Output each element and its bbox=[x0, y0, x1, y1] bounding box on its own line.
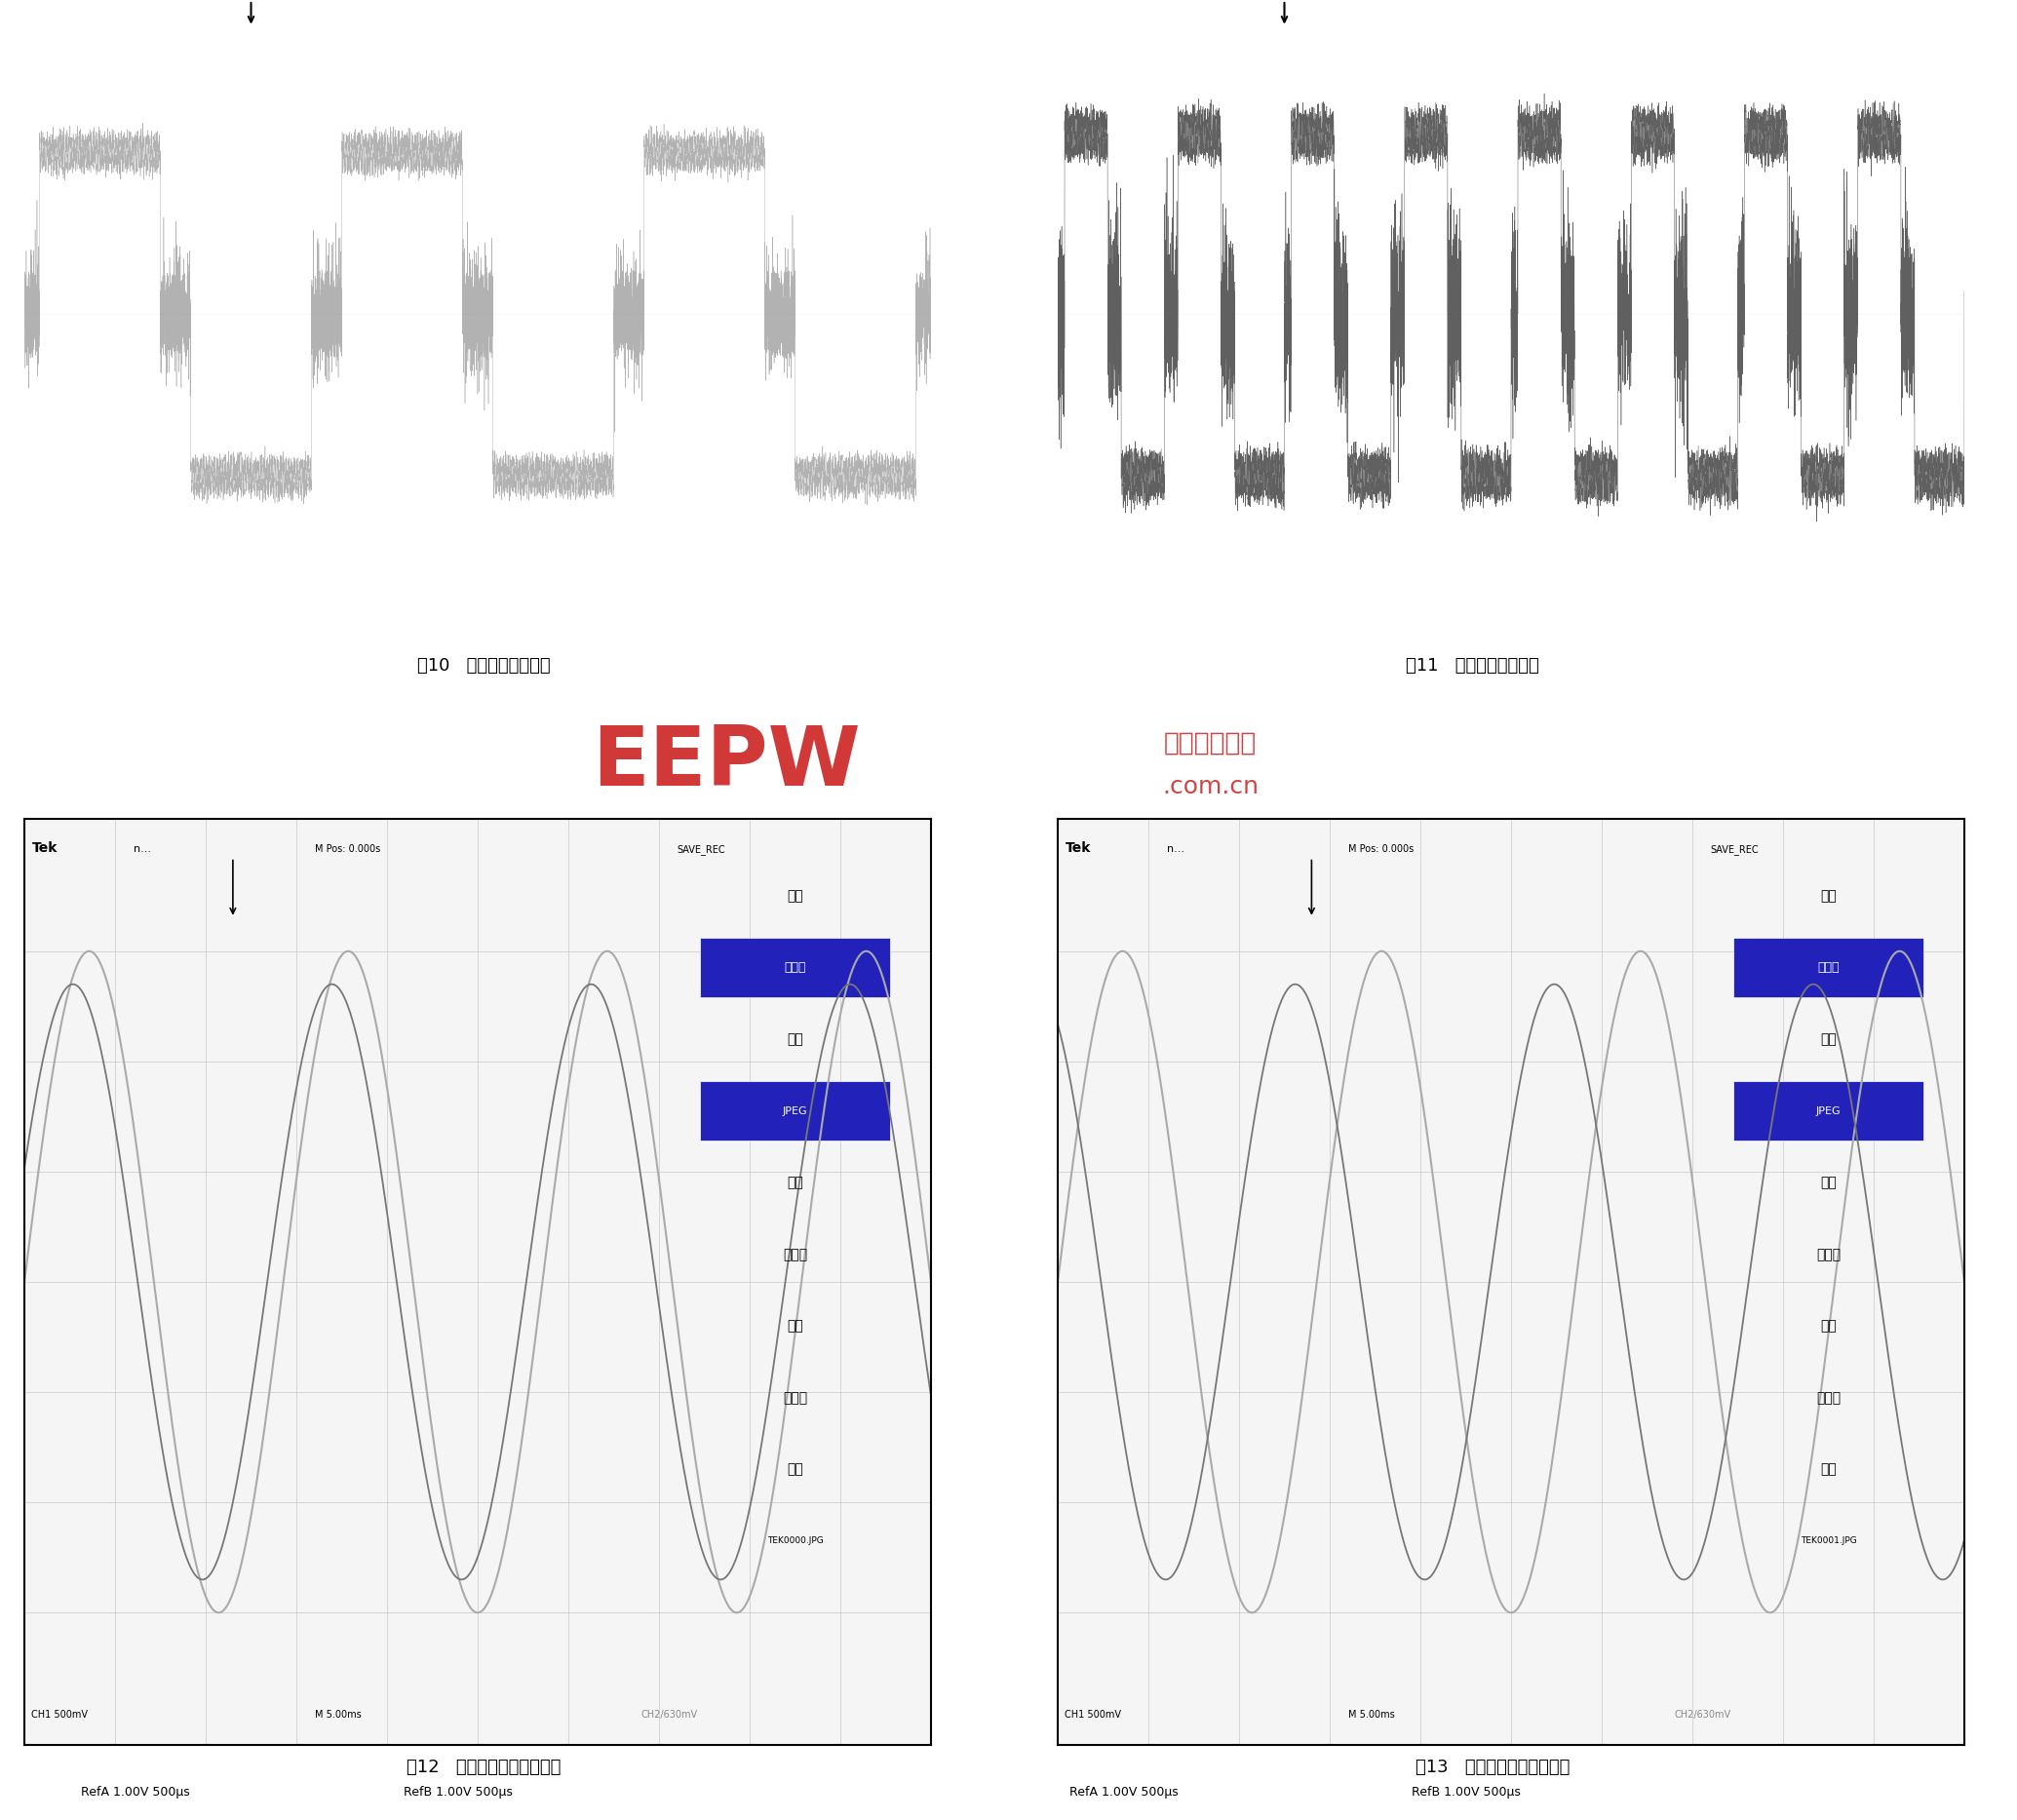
Text: TEK0001.JPG: TEK0001.JPG bbox=[1801, 1536, 1856, 1545]
Text: 電子產品世界: 電子產品世界 bbox=[1164, 732, 1257, 757]
Text: 图13   滤波后的相电压波形图: 图13 滤波后的相电压波形图 bbox=[1416, 1758, 1569, 1776]
FancyBboxPatch shape bbox=[1733, 937, 1924, 997]
Text: M 5.00ms: M 5.00ms bbox=[315, 1709, 361, 1720]
Text: RefA 1.00V 500μs: RefA 1.00V 500μs bbox=[1069, 1785, 1178, 1798]
Text: TEK0000.JPG: TEK0000.JPG bbox=[766, 1536, 823, 1545]
Text: RefB 1.00V 500μs: RefB 1.00V 500μs bbox=[403, 1785, 512, 1798]
Text: CH2/630mV: CH2/630mV bbox=[641, 1709, 698, 1720]
Text: 文件夹: 文件夹 bbox=[783, 1390, 807, 1405]
Text: M 5.00ms: M 5.00ms bbox=[1347, 1709, 1394, 1720]
FancyBboxPatch shape bbox=[700, 1081, 889, 1141]
Text: SAVE_REC: SAVE_REC bbox=[678, 844, 726, 855]
Text: n...: n... bbox=[133, 844, 151, 854]
Text: .com.cn: .com.cn bbox=[1162, 775, 1259, 799]
Text: Tek: Tek bbox=[32, 841, 56, 855]
Text: RefA 1.00V 500μs: RefA 1.00V 500μs bbox=[81, 1785, 190, 1798]
Text: 格式: 格式 bbox=[1819, 1032, 1837, 1046]
Text: 动作: 动作 bbox=[1819, 890, 1837, 903]
Text: 存图像: 存图像 bbox=[785, 961, 807, 974]
Text: JPEG: JPEG bbox=[783, 1107, 807, 1116]
Text: CH2/630mV: CH2/630mV bbox=[1674, 1709, 1731, 1720]
Text: 图12   滤波后的线电压波形图: 图12 滤波后的线电压波形图 bbox=[407, 1758, 561, 1776]
Text: 选择: 选择 bbox=[1819, 1320, 1837, 1332]
Text: 动作: 动作 bbox=[787, 890, 803, 903]
Text: 关于: 关于 bbox=[787, 1176, 803, 1190]
Text: 存图像: 存图像 bbox=[783, 1247, 807, 1261]
Text: 储存: 储存 bbox=[1819, 1463, 1837, 1476]
Text: CH1 500mV: CH1 500mV bbox=[32, 1709, 89, 1720]
Text: JPEG: JPEG bbox=[1815, 1107, 1842, 1116]
Text: 图11   滤波前相电压波形: 图11 滤波前相电压波形 bbox=[1406, 657, 1539, 675]
FancyBboxPatch shape bbox=[700, 937, 889, 997]
Text: 格式: 格式 bbox=[787, 1032, 803, 1046]
Text: Tek: Tek bbox=[1065, 841, 1091, 855]
FancyBboxPatch shape bbox=[1733, 1081, 1924, 1141]
Text: 储存: 储存 bbox=[787, 1463, 803, 1476]
Text: 关于: 关于 bbox=[1819, 1176, 1837, 1190]
Text: RefB 1.00V 500μs: RefB 1.00V 500μs bbox=[1412, 1785, 1521, 1798]
Text: 选择: 选择 bbox=[787, 1320, 803, 1332]
Text: M Pos: 0.000s: M Pos: 0.000s bbox=[315, 844, 379, 854]
Text: M Pos: 0.000s: M Pos: 0.000s bbox=[1347, 844, 1414, 854]
Text: n...: n... bbox=[1166, 844, 1184, 854]
Text: 存图像: 存图像 bbox=[1815, 1247, 1842, 1261]
Text: EEPW: EEPW bbox=[591, 723, 861, 804]
Text: SAVE_REC: SAVE_REC bbox=[1710, 844, 1759, 855]
Text: 文件夹: 文件夹 bbox=[1815, 1390, 1842, 1405]
Text: 存图像: 存图像 bbox=[1817, 961, 1840, 974]
Text: 图10   滤波前线电压波形: 图10 滤波前线电压波形 bbox=[418, 657, 551, 675]
Text: CH1 500mV: CH1 500mV bbox=[1065, 1709, 1121, 1720]
